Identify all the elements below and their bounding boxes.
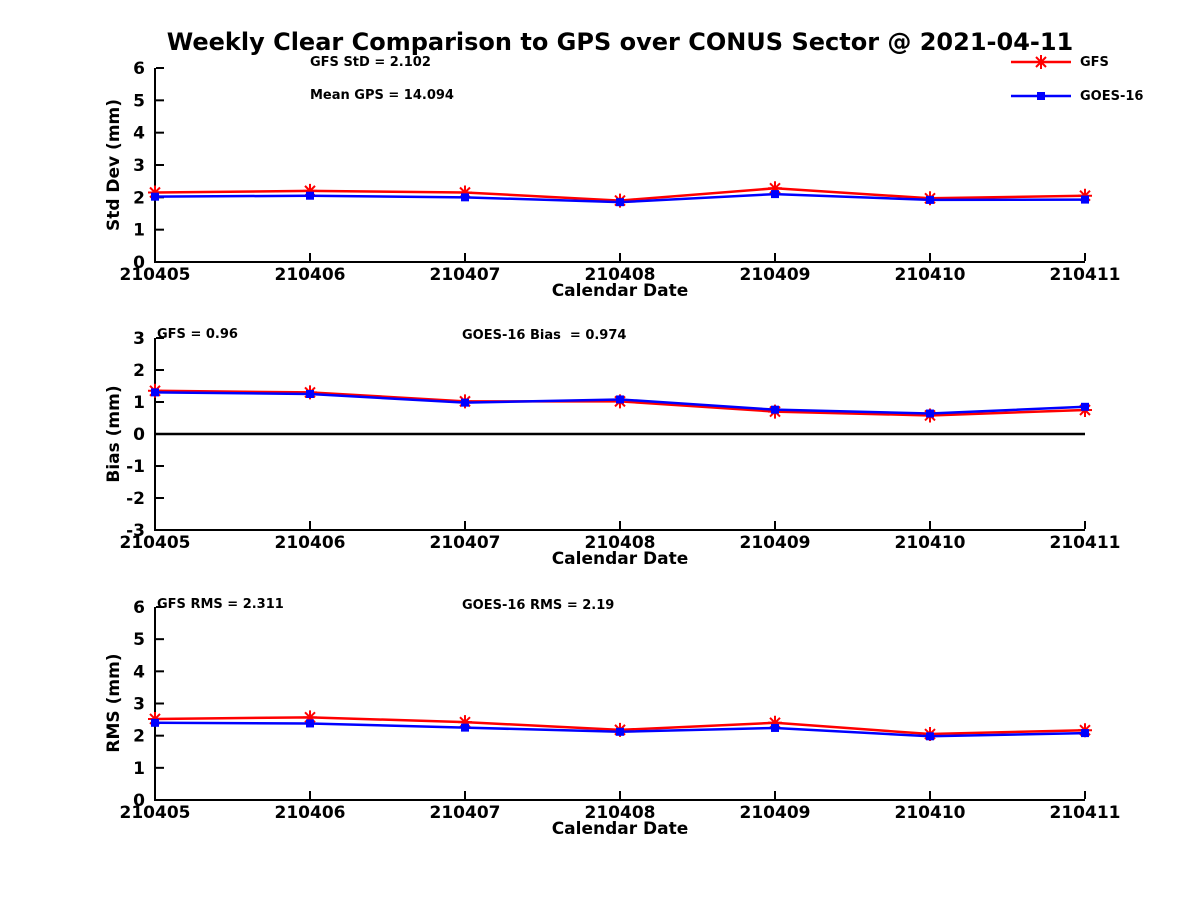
y-tick-label: 0 — [133, 791, 145, 811]
y-tick-label: 0 — [133, 425, 145, 445]
annotation-goes16-bias: GOES-16 Bias = 0.974 — [462, 328, 627, 343]
y-tick-label: -3 — [126, 521, 145, 541]
x-tick-label: 210408 — [585, 265, 656, 285]
y-tick-label: -2 — [126, 489, 145, 509]
y-tick-label: 2 — [133, 188, 145, 208]
x-tick-label: 210406 — [275, 533, 346, 553]
chart-title: Weekly Clear Comparison to GPS over CONU… — [166, 28, 1074, 56]
x-tick-label: 210410 — [895, 265, 966, 285]
x-tick-label: 210405 — [120, 803, 191, 823]
x-tick-label: 210411 — [1050, 533, 1121, 553]
annotation-gfs-rms: GFS RMS = 2.311 — [157, 597, 284, 612]
x-tick-label: 210406 — [275, 265, 346, 285]
x-tick-label: 210407 — [430, 533, 501, 553]
gfs-asterisk-marker — [148, 185, 162, 200]
goes16-square-marker — [616, 198, 624, 207]
goes16-square-marker — [306, 719, 314, 728]
y-tick-label: 2 — [133, 361, 145, 381]
y-tick-label: 3 — [133, 156, 145, 176]
x-tick-label: 210405 — [120, 533, 191, 553]
x-tick-label: 210407 — [430, 265, 501, 285]
x-tick-label: 210411 — [1050, 265, 1121, 285]
gfs-asterisk-marker — [768, 715, 782, 730]
x-tick-label: 210406 — [275, 803, 346, 823]
y-axis-label-stddev: Std Dev (mm) — [104, 98, 124, 232]
goes16-square-marker — [151, 192, 159, 201]
y-tick-label: 6 — [133, 598, 145, 618]
y-axis-label-rms: RMS (mm) — [104, 653, 124, 753]
y-tick-label: 2 — [133, 727, 145, 747]
goes16-square-marker — [151, 718, 159, 727]
x-tick-label: 210408 — [585, 803, 656, 823]
y-tick-label: 0 — [133, 253, 145, 273]
goes16-square-marker — [1081, 195, 1089, 204]
goes16-square-marker — [306, 390, 314, 398]
goes16-square-marker — [926, 732, 934, 741]
x-tick-label: 210408 — [585, 533, 656, 553]
gfs-asterisk-marker — [458, 715, 472, 730]
x-tick-label: 210410 — [895, 533, 966, 553]
legend-label-gfs: GFS — [1080, 54, 1109, 70]
annotation-mean-gps: Mean GPS = 14.094 — [310, 88, 454, 103]
y-tick-label: 1 — [133, 393, 145, 413]
y-tick-label: -1 — [126, 457, 145, 477]
goes16-square-marker — [616, 727, 624, 736]
y-tick-label: 1 — [133, 221, 145, 241]
y-tick-label: 3 — [133, 329, 145, 349]
goes16-square-marker — [771, 405, 779, 414]
annotation-gfs-std: GFS StD = 2.102 — [310, 55, 431, 70]
gfs-asterisk-marker — [303, 710, 317, 725]
x-tick-label: 210409 — [740, 533, 811, 553]
y-tick-label: 6 — [133, 59, 145, 79]
legend-label-goes16: GOES-16 — [1080, 88, 1144, 104]
x-tick-label: 210409 — [740, 265, 811, 285]
goes16-square-marker — [461, 193, 469, 202]
gfs-asterisk-marker — [303, 183, 317, 198]
y-tick-label: 4 — [133, 124, 145, 144]
goes16-square-marker — [306, 191, 314, 200]
x-tick-label: 210410 — [895, 803, 966, 823]
x-tick-label: 210407 — [430, 803, 501, 823]
goes16-square-marker — [771, 723, 779, 732]
legend: GFS GOES-16 — [1010, 52, 1143, 106]
y-tick-label: 1 — [133, 759, 145, 779]
gfs-asterisk-marker — [768, 181, 782, 196]
goes16-line-square-icon — [1011, 92, 1071, 100]
x-axis-label-bottom: Calendar Date — [551, 819, 689, 839]
gfs-line-asterisk-icon — [1011, 55, 1071, 69]
annotation-goes16-rms: GOES-16 RMS = 2.19 — [462, 598, 615, 613]
goes16-square-marker — [926, 409, 934, 418]
goes16-square-marker — [1081, 402, 1089, 411]
legend-entry-gfs: GFS — [1010, 52, 1143, 72]
x-tick-label: 210405 — [120, 265, 191, 285]
x-axis-label-middle: Calendar Date — [551, 549, 689, 569]
goes16-square-marker — [926, 195, 934, 204]
goes16-square-marker — [1081, 729, 1089, 738]
goes16-square-marker — [461, 723, 469, 732]
goes16-square-marker — [616, 395, 624, 404]
x-tick-label: 210411 — [1050, 803, 1121, 823]
annotation-gfs-bias: GFS = 0.96 — [157, 327, 238, 342]
gfs-asterisk-marker — [458, 185, 472, 200]
y-axis-label-bias: Bias (mm) — [104, 385, 124, 483]
y-tick-label: 3 — [133, 695, 145, 715]
goes16-square-marker — [461, 398, 469, 407]
goes16-square-marker — [151, 388, 159, 397]
legend-entry-goes16: GOES-16 — [1010, 86, 1143, 106]
y-tick-label: 4 — [133, 662, 145, 682]
x-axis-label-top: Calendar Date — [551, 281, 689, 301]
goes16-square-marker — [771, 190, 779, 199]
y-tick-label: 5 — [133, 91, 145, 111]
x-tick-label: 210409 — [740, 803, 811, 823]
y-tick-label: 5 — [133, 630, 145, 650]
